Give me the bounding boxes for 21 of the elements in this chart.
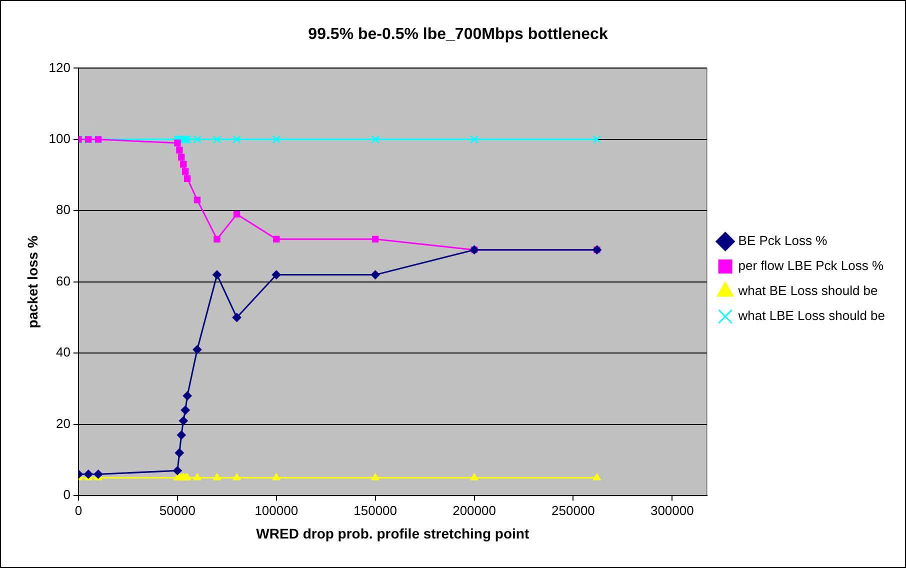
y-tick-label: 60 — [56, 273, 70, 288]
x-tick-label: 50000 — [159, 502, 196, 518]
x-tick-label: 100000 — [254, 502, 298, 518]
legend-label: what LBE Loss should be — [737, 308, 886, 324]
y-tick-label: 100 — [48, 131, 70, 146]
x-tick-label: 0 — [74, 502, 82, 518]
x-tick-label: 300000 — [650, 502, 694, 518]
x-tick-label: 250000 — [552, 502, 595, 518]
legend-label: per flow LBE Pck Loss % — [738, 258, 884, 274]
x-axis-title: WRED drop prob. profile stretching point — [256, 525, 530, 542]
x-tick-label: 150000 — [354, 502, 398, 518]
chart-title: 99.5% be-0.5% lbe_700Mbps bottleneck — [308, 26, 608, 44]
y-axis-title: packet loss % — [24, 235, 40, 328]
y-tick-label: 40 — [56, 344, 70, 360]
legend-label: what BE Loss should be — [737, 283, 878, 298]
y-tick-label: 80 — [56, 202, 70, 218]
y-tick-label: 20 — [56, 416, 70, 431]
y-tick-label: 120 — [48, 60, 70, 75]
y-tick-label: 0 — [63, 487, 70, 502]
x-tick-label: 200000 — [452, 502, 496, 518]
legend-label: BE Pck Loss % — [738, 233, 828, 248]
